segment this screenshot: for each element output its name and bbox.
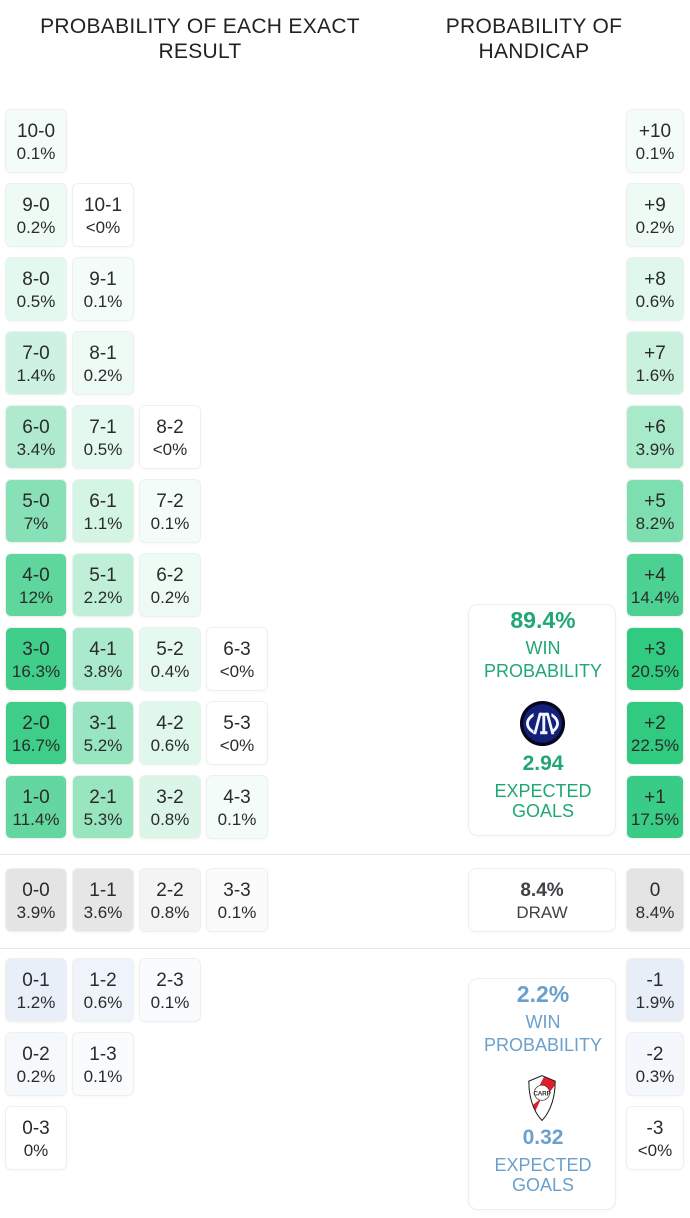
svg-text:CARP: CARP xyxy=(533,1090,551,1097)
